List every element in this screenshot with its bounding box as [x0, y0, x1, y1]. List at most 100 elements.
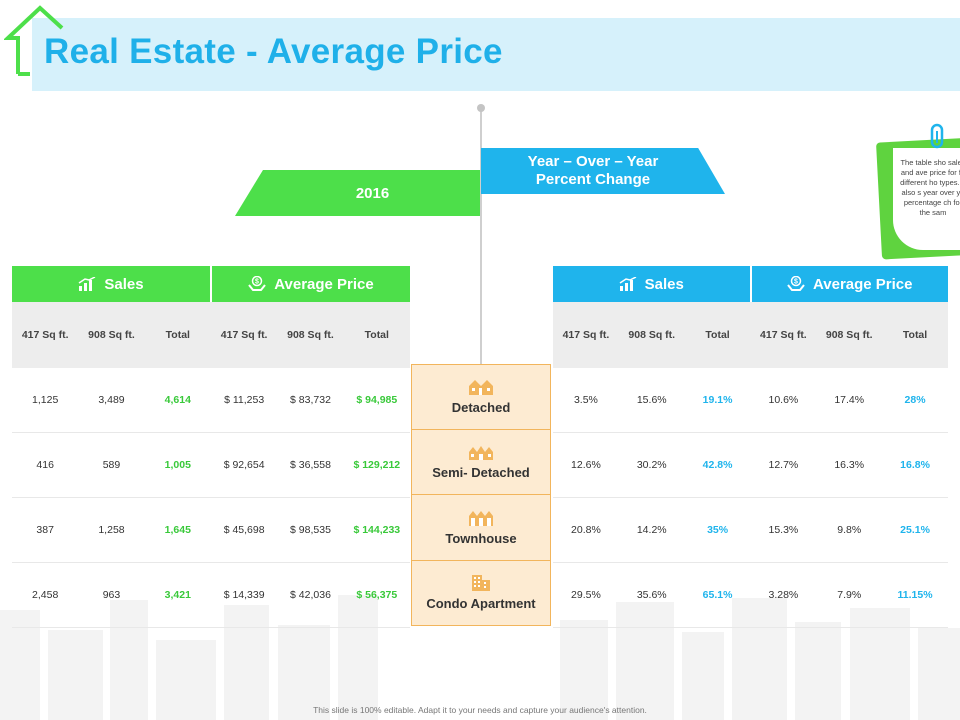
table-cell: 1,125: [32, 394, 59, 406]
table-cell: 3,489: [98, 394, 125, 406]
left-table: Sales $ Average Price 417 Sq ft. 908 Sq …: [12, 266, 410, 628]
yoy-banner-line2: Percent Change: [535, 171, 651, 188]
home-type-semi-detached: Semi- Detached: [411, 429, 551, 495]
table-cell: 35.6%: [636, 589, 667, 601]
table-row: 3.5% 15.6% 19.1% 10.6% 17.4% 28%: [553, 368, 948, 433]
left-subheader: 417 Sq ft.: [21, 329, 69, 341]
footer-note: This slide is 100% editable. Adapt it to…: [313, 705, 647, 715]
home-type-condo-apartment: Condo Apartment: [411, 560, 551, 626]
table-cell: $ 45,698: [223, 524, 265, 536]
table-cell-total: 28%: [904, 394, 926, 406]
table-cell: 15.6%: [636, 394, 667, 406]
table-cell-total: 65.1%: [702, 589, 733, 601]
right-subheader: 417 Sq ft.: [760, 329, 807, 341]
table-cell-total: 35%: [707, 524, 729, 536]
table-cell-total: $ 94,985: [356, 394, 398, 406]
table-cell: 3.28%: [768, 589, 799, 601]
table-cell-total: 1,005: [164, 459, 191, 471]
bar-chart-up-icon: [619, 277, 636, 291]
table-cell: 17.4%: [834, 394, 865, 406]
table-cell-total: 25.1%: [900, 524, 930, 536]
home-type-label: Detached: [451, 400, 511, 416]
table-cell: $ 98,535: [290, 524, 331, 536]
home-type-townhouse: Townhouse: [411, 495, 551, 561]
yoy-banner: Year – Over – Year Percent Change: [481, 148, 725, 194]
table-row: 29.5% 35.6% 65.1% 3.28% 7.9% 11.15%: [553, 563, 948, 628]
left-subheader: Total: [364, 329, 389, 341]
table-cell: $ 14,339: [223, 589, 265, 601]
home-type-label: Townhouse: [445, 530, 517, 546]
table-row: 20.8% 14.2% 35% 15.3% 9.8% 25.1%: [553, 498, 948, 563]
left-subheader: 908 Sq ft.: [287, 329, 334, 341]
right-subheader: 417 Sq ft.: [562, 329, 610, 341]
left-sales-header: Sales: [12, 266, 210, 302]
table-cell: $ 42,036: [290, 589, 331, 601]
yoy-banner-line1: Year – Over – Year: [527, 153, 659, 170]
right-sales-header-label: Sales: [644, 275, 684, 293]
table-cell: 12.7%: [768, 459, 799, 471]
right-sales-header: Sales: [553, 266, 750, 302]
bar-chart-up-icon: [78, 277, 96, 291]
right-table-header: Sales $ Average Price: [553, 266, 948, 302]
sticky-note-paper: [893, 148, 960, 250]
table-row: 12.6% 30.2% 42.8% 12.7% 16.3% 16.8%: [553, 433, 948, 498]
table-cell: 14.2%: [636, 524, 667, 536]
left-subheader: 417 Sq ft.: [220, 329, 268, 341]
sticky-note-text: The table sho sales and ave price for fo…: [900, 158, 960, 217]
house-outline-icon: [4, 5, 64, 76]
semi-detached-house-icon: [469, 446, 493, 461]
table-cell-total: 42.8%: [702, 459, 733, 471]
title-bar: [32, 18, 960, 91]
table-cell-total: 11.15%: [897, 589, 933, 601]
left-price-header: $ Average Price: [210, 266, 410, 302]
table-cell: 30.2%: [636, 459, 667, 471]
table-cell-total: 3,421: [164, 589, 191, 601]
table-cell-total: 4,614: [164, 394, 191, 406]
right-subheader: 908 Sq ft.: [825, 329, 873, 341]
table-cell-total: $ 144,233: [353, 524, 401, 536]
table-row: 2,458 963 3,421 $ 14,339 $ 42,036 $ 56,3…: [12, 563, 410, 628]
table-cell: 20.8%: [571, 524, 601, 536]
table-cell: $ 36,558: [290, 459, 331, 471]
table-cell: 3.5%: [573, 394, 598, 406]
table-cell: 9.8%: [837, 524, 862, 536]
home-type-label: Condo Apartment: [426, 596, 536, 612]
table-cell-total: $ 129,212: [353, 459, 401, 471]
right-price-header-label: Average Price: [812, 275, 913, 293]
table-cell: $ 11,253: [224, 394, 265, 406]
right-subheader: 908 Sq ft.: [628, 329, 676, 341]
table-cell: 387: [36, 524, 54, 536]
apartment-building-icon: [472, 575, 490, 592]
table-cell: 7.9%: [837, 589, 862, 601]
table-cell-total: 1,645: [164, 524, 191, 536]
table-cell: 12.6%: [571, 459, 601, 471]
table-cell-total: $ 56,375: [356, 589, 398, 601]
table-cell: 10.6%: [768, 394, 799, 406]
home-type-column: Detached Semi- Detached Townhouse Condo …: [411, 364, 551, 626]
left-subheader: 908 Sq ft.: [88, 329, 135, 341]
table-cell: 963: [102, 589, 121, 601]
table-cell: $ 92,654: [223, 459, 265, 471]
table-row: 416 589 1,005 $ 92,654 $ 36,558 $ 129,21…: [12, 433, 410, 498]
table-cell: 416: [36, 459, 54, 471]
city-skyline-background: [0, 590, 960, 720]
timeline-dot: [477, 104, 485, 112]
table-cell: 15.3%: [768, 524, 799, 536]
table-row: 1,125 3,489 4,614 $ 11,253 $ 83,732 $ 94…: [12, 368, 410, 433]
table-cell: $ 83,732: [290, 394, 331, 406]
page-title: Real Estate - Average Price: [44, 32, 503, 71]
right-price-header: $ Average Price: [749, 266, 948, 302]
right-subheader: Total: [705, 329, 730, 341]
right-subheader: Total: [902, 329, 928, 341]
table-cell-total: 16.8%: [900, 459, 930, 471]
table-cell: 29.5%: [571, 589, 601, 601]
paper-clip-icon: [930, 123, 944, 149]
dollar-hand-icon: $: [248, 276, 267, 291]
home-type-detached: Detached: [411, 364, 551, 430]
dollar-hand-icon: $: [787, 276, 805, 291]
year-banner: 2016: [235, 170, 480, 216]
left-subheader: Total: [165, 329, 190, 341]
home-type-label: Semi- Detached: [432, 465, 530, 481]
detached-house-icon: [469, 380, 493, 396]
table-cell: 1,258: [98, 524, 125, 536]
